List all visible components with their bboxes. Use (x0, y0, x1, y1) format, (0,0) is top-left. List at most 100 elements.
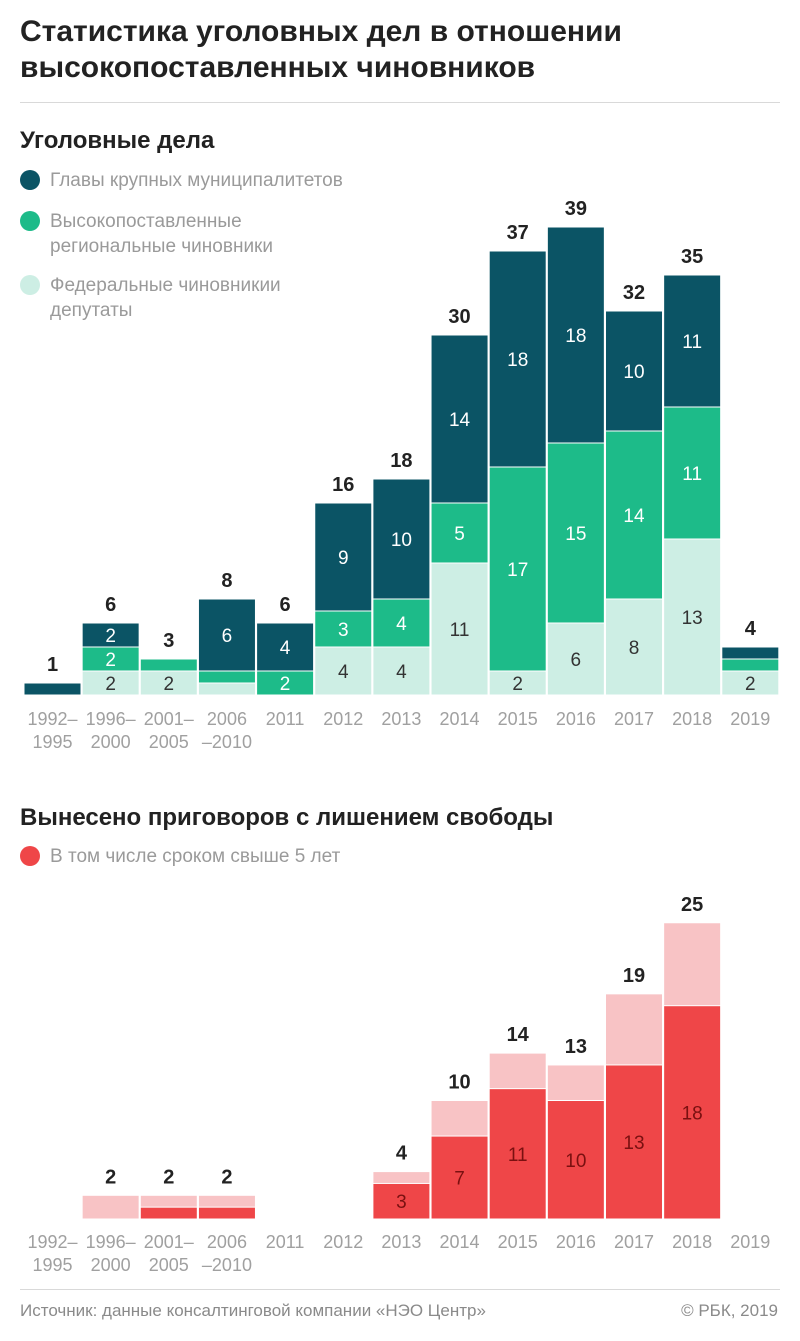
segment-label: 13 (682, 608, 703, 629)
x-tick-label: –2010 (202, 1255, 252, 1275)
segment-label: 18 (507, 350, 528, 371)
legend-label-over5: В том числе сроком свыше 5 лет (50, 846, 341, 867)
sentences-chart-title: Вынесено приговоров с лишением свободы (20, 804, 554, 831)
segment-label: 2 (280, 674, 291, 695)
sentence-total-label: 2 (221, 1166, 232, 1188)
x-tick-label: 2017 (614, 1232, 654, 1252)
x-tick-label: 1996– (86, 709, 136, 729)
segment-label: 11 (450, 620, 470, 641)
sentence-bar-over5 (372, 1182, 431, 1220)
segment-label: 2 (512, 674, 523, 695)
x-tick-label: 2019 (730, 709, 770, 729)
segment-label: 4 (396, 614, 407, 635)
bar-total-label: 35 (681, 246, 703, 268)
x-tick-label: 2015 (498, 709, 538, 729)
bar-segment (139, 658, 198, 672)
source-note: Источник: данные консалтинговой компании… (20, 1301, 486, 1320)
legend-swatch-regional (20, 211, 40, 231)
copyright: © РБК, 2019 (681, 1301, 778, 1320)
bar-segment (372, 598, 431, 648)
segment-label: 4 (280, 638, 291, 659)
footer-divider (20, 1289, 780, 1290)
sentence-total-label: 25 (681, 894, 703, 916)
x-tick-label: 2019 (730, 1232, 770, 1252)
bar-segment (256, 622, 315, 672)
x-tick-label: 2015 (498, 1232, 538, 1252)
x-tick-label: 1995 (32, 732, 72, 752)
sentence-over5-label: 11 (508, 1145, 528, 1166)
bar-segment (721, 670, 780, 696)
legend-item-over5: В том числе сроком свыше 5 лет (20, 844, 340, 869)
sentence-total-label: 19 (623, 965, 645, 987)
sentence-bar-total (81, 1194, 140, 1220)
sentence-bar-over5 (139, 1206, 198, 1220)
segment-label: 8 (629, 638, 640, 659)
x-tick-label: 2001– (144, 709, 194, 729)
x-tick-label: 2006 (207, 709, 247, 729)
sentence-bar-over5 (430, 1135, 489, 1220)
x-tick-label: 2017 (614, 709, 654, 729)
segment-label: 9 (338, 548, 349, 569)
bar-segment (721, 646, 780, 660)
bar-segment (23, 682, 82, 696)
x-tick-label: 2013 (381, 709, 421, 729)
bar-segment (663, 274, 722, 408)
legend-label-regional-line1: Высокопоставленные (50, 211, 242, 232)
segment-label: 18 (565, 326, 586, 347)
bar-total-label: 16 (332, 474, 354, 496)
segment-label: 10 (623, 362, 644, 383)
segment-label: 14 (449, 410, 471, 431)
sentence-bar-over5 (546, 1100, 605, 1220)
segment-label: 17 (507, 560, 528, 581)
segment-label: 10 (391, 530, 412, 551)
bar-total-label: 32 (623, 282, 645, 304)
x-tick-label: 2000 (91, 732, 131, 752)
sentence-total-label: 13 (565, 1036, 587, 1058)
bar-segment (197, 682, 256, 696)
segment-label: 11 (682, 332, 702, 353)
legend-item-municipal: Главы крупных муниципалитетов (20, 168, 343, 193)
segment-label: 11 (682, 464, 702, 485)
sentence-total-label: 10 (448, 1072, 470, 1094)
bar-total-label: 37 (507, 222, 529, 244)
x-tick-label: 2011 (266, 1232, 305, 1252)
bar-segment (663, 538, 722, 696)
bar-segment (197, 670, 256, 684)
legend-swatch-federal (20, 275, 40, 295)
segment-label: 15 (565, 524, 586, 545)
bar-segment (605, 598, 663, 696)
bar-segment (605, 310, 663, 432)
bar-total-label: 6 (280, 594, 291, 616)
sentence-total-label: 2 (105, 1166, 116, 1188)
sentence-total-label: 14 (507, 1024, 530, 1046)
segment-label: 4 (396, 662, 407, 683)
x-tick-label: 2006 (207, 1232, 247, 1252)
bar-total-label: 18 (390, 450, 412, 472)
segment-label: 6 (222, 626, 233, 647)
legend-label-federal-line2: депутаты (50, 300, 133, 321)
bar-segment (430, 334, 489, 504)
bar-segment (488, 250, 547, 468)
segment-label: 2 (745, 674, 756, 695)
sentence-bar-over5 (605, 1064, 663, 1220)
bar-segment (81, 622, 140, 648)
sentence-over5-label: 13 (623, 1133, 644, 1154)
segment-label: 2 (105, 626, 116, 647)
legend-item-federal: Федеральные чиновникии депутаты (20, 273, 343, 323)
segment-label: 2 (105, 674, 116, 695)
bar-total-label: 6 (105, 594, 116, 616)
sentence-total-label: 2 (163, 1166, 174, 1188)
x-tick-label: 2012 (323, 709, 363, 729)
sentences-legend: В том числе сроком свыше 5 лет (20, 844, 340, 883)
legend-item-regional: Высокопоставленные региональные чиновник… (20, 209, 343, 259)
x-tick-label: 2005 (149, 732, 189, 752)
bar-segment (256, 670, 315, 696)
bar-segment (314, 646, 373, 696)
bar-segment (488, 466, 547, 672)
bar-total-label: 30 (448, 306, 470, 328)
sentence-over5-label: 7 (454, 1169, 465, 1190)
bar-segment (546, 622, 605, 696)
bar-segment (372, 646, 431, 696)
sentence-bar-over5 (663, 1005, 722, 1220)
